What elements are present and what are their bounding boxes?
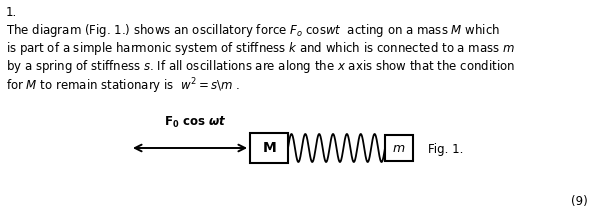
Text: $\mathbf{M}$: $\mathbf{M}$ bbox=[262, 141, 276, 155]
Text: $m$: $m$ bbox=[392, 141, 406, 155]
Text: is part of a simple harmonic system of stiffness $k$ and which is connected to a: is part of a simple harmonic system of s… bbox=[6, 40, 515, 57]
Text: by a spring of stiffness $s$. If all oscillations are along the $x$ axis show th: by a spring of stiffness $s$. If all osc… bbox=[6, 58, 515, 75]
Text: 1.: 1. bbox=[6, 6, 17, 19]
Text: The diagram (Fig. 1.) shows an oscillatory force $F_o$ cos$wt$  acting on a mass: The diagram (Fig. 1.) shows an oscillato… bbox=[6, 22, 500, 39]
Text: Fig. 1.: Fig. 1. bbox=[428, 143, 464, 157]
Bar bbox=[385, 135, 413, 161]
Text: $\mathbf{F_0}$ cos $\boldsymbol{\omega t}$: $\mathbf{F_0}$ cos $\boldsymbol{\omega t… bbox=[164, 115, 226, 130]
Bar bbox=[250, 133, 288, 163]
Text: (9): (9) bbox=[571, 195, 588, 208]
Text: for $M$ to remain stationary is  $w^2 = s \backslash m$ .: for $M$ to remain stationary is $w^2 = s… bbox=[6, 76, 240, 96]
